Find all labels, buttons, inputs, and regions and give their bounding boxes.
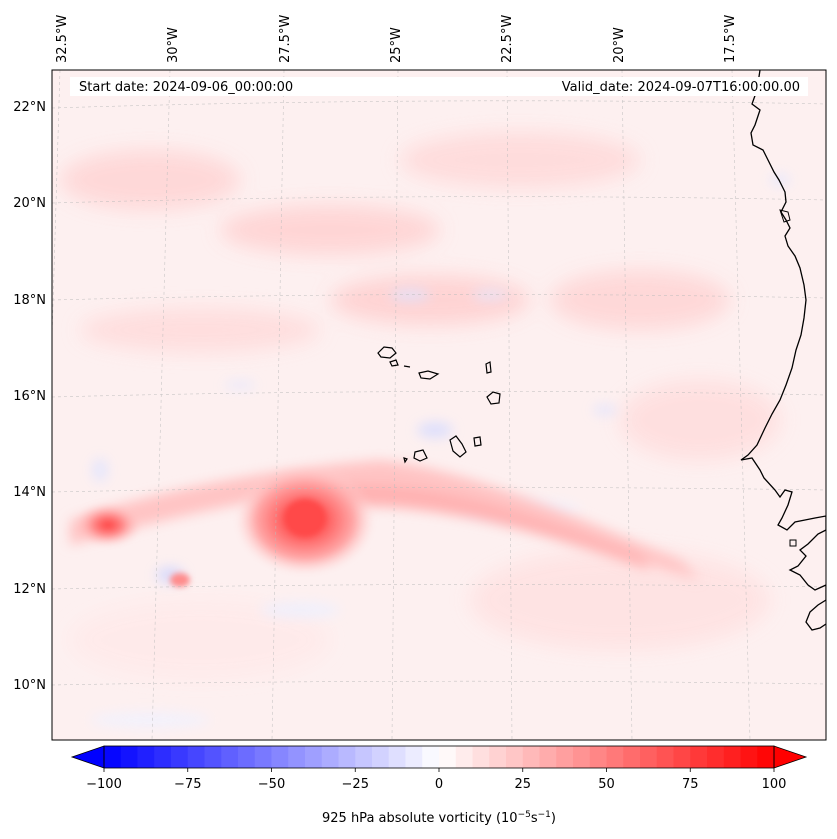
lat-label: 12°N: [13, 582, 46, 597]
lat-label: 20°N: [13, 196, 46, 211]
colorbar-max-extend: [773, 745, 808, 769]
colorbar-tick-label: −25: [342, 777, 369, 792]
vortex-central: [235, 465, 375, 575]
colorbar-cell: [489, 746, 507, 768]
lon-label: 17.5°W: [723, 15, 738, 63]
colorbar-cell: [740, 746, 758, 768]
colorbar-cell: [439, 746, 457, 768]
colorbar-cell: [606, 746, 624, 768]
colorbar-tick-label: 100: [762, 777, 787, 792]
lon-label: 25°W: [389, 27, 404, 63]
lat-label: 22°N: [13, 100, 46, 115]
latitude-labels: 22°N 20°N 18°N 16°N 14°N 12°N 10°N: [13, 100, 46, 693]
colorbar-cell: [757, 746, 775, 768]
colorbar-label: 925 hPa absolute vorticity (10−5s−1): [322, 810, 556, 826]
start-date-label: Start date: 2024-09-06_00:00:00: [79, 80, 293, 95]
colorbar-cell: [338, 746, 356, 768]
colorbar-cell: [137, 746, 155, 768]
colorbar-cells: [104, 746, 775, 768]
lat-label: 14°N: [13, 485, 46, 500]
colorbar-cell: [506, 746, 524, 768]
colorbar-tick-label: 75: [682, 777, 699, 792]
colorbar-cell: [723, 746, 742, 768]
colorbar-cell: [623, 746, 641, 768]
vorticity-field: [52, 70, 826, 740]
colorbar-cell: [656, 746, 675, 768]
map-frame: [51, 69, 827, 741]
colorbar-tick-label: 50: [598, 777, 615, 792]
colorbar-tick-label: −50: [258, 777, 285, 792]
colorbar-cell: [204, 746, 222, 768]
lon-label: 22.5°W: [500, 15, 515, 63]
colorbar-cell: [690, 746, 708, 768]
colorbar-cell: [254, 746, 273, 768]
colorbar-cell: [171, 746, 189, 768]
valid-date-label: Valid_date: 2024-09-07T16:00:00.00: [562, 80, 800, 95]
lon-label: 32.5°W: [55, 15, 70, 63]
colorbar-cell: [455, 746, 474, 768]
colorbar-cell: [238, 746, 256, 768]
colorbar-min-extend: [70, 745, 105, 769]
colorbar-cell: [422, 746, 440, 768]
colorbar-cell: [589, 746, 608, 768]
colorbar-cell: [372, 746, 390, 768]
colorbar-cell: [522, 746, 541, 768]
colorbar-tick-label: −100: [86, 777, 122, 792]
lon-label: 27.5°W: [278, 15, 293, 63]
cape-verde-islands: [377, 346, 501, 464]
colorbar-cell: [405, 746, 423, 768]
colorbar: −100 −75 −50 −25 0 25 50 75 100 925 hPa absolute…: [70, 745, 808, 826]
colorbar-cell: [305, 746, 323, 768]
colorbar-cell: [154, 746, 172, 768]
colorbar-cell: [221, 746, 239, 768]
colorbar-ticks: −100 −75 −50 −25 0 25 50 75 100: [86, 768, 786, 792]
graticule: [52, 70, 826, 740]
colorbar-tick-label: 0: [435, 777, 443, 792]
lon-label: 20°W: [612, 27, 627, 63]
colorbar-cell: [707, 746, 725, 768]
lon-label: 30°W: [166, 27, 181, 63]
longitude-labels: 32.5°W 30°W 27.5°W 25°W 22.5°W 20°W 17.5…: [55, 15, 738, 63]
colorbar-cell: [271, 746, 289, 768]
colorbar-cell: [120, 746, 139, 768]
colorbar-cell: [573, 746, 591, 768]
colorbar-cell: [388, 746, 407, 768]
colorbar-cell: [539, 746, 557, 768]
lat-label: 10°N: [13, 678, 46, 693]
colorbar-cell: [355, 746, 373, 768]
african-coastline: [740, 70, 826, 631]
colorbar-cell: [640, 746, 658, 768]
colorbar-cell: [472, 746, 490, 768]
colorbar-tick-label: 25: [514, 777, 531, 792]
lat-label: 16°N: [13, 389, 46, 404]
colorbar-cell: [104, 746, 122, 768]
colorbar-cell: [288, 746, 306, 768]
header-box: [70, 77, 808, 96]
colorbar-cell: [187, 746, 206, 768]
colorbar-tick-label: −75: [174, 777, 201, 792]
colorbar-cell: [673, 746, 691, 768]
lat-label: 18°N: [13, 293, 46, 308]
colorbar-cell: [556, 746, 574, 768]
colorbar-cell: [321, 746, 340, 768]
